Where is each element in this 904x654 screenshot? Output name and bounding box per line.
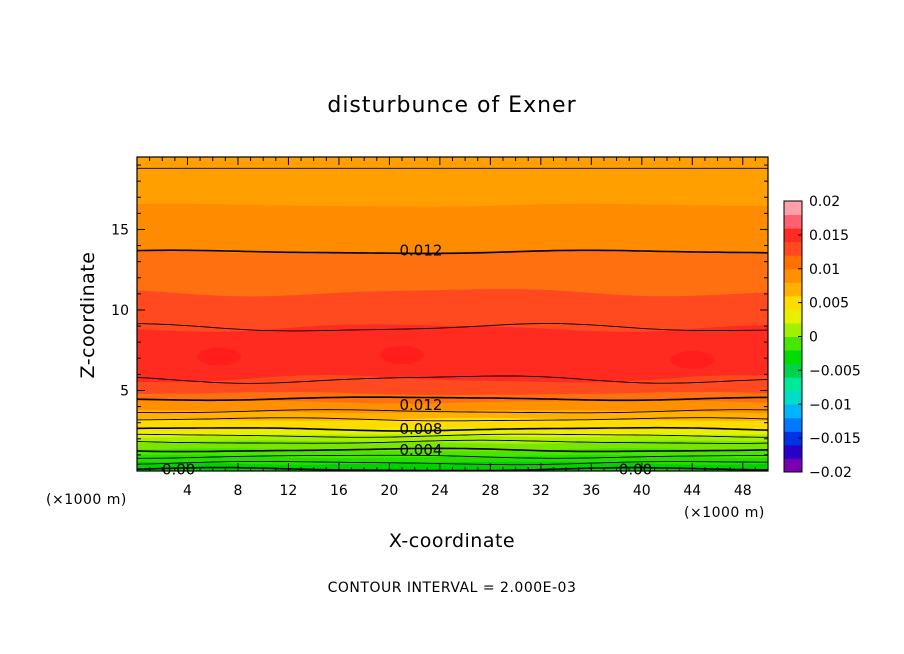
contour-line — [137, 409, 769, 414]
x-tick-label: 4 — [183, 483, 192, 499]
chart-title: disturbunce of Exner — [327, 93, 576, 118]
y-tick-label: 10 — [111, 303, 129, 319]
y-tick-label: 5 — [120, 383, 129, 399]
colorbar-label: −0.005 — [809, 363, 861, 379]
colorbar-swatch — [784, 241, 802, 256]
colorbar-swatch — [784, 458, 802, 473]
x-ticks: 4 8 12 16 20 24 28 32 36 40 44 48 — [149, 157, 756, 499]
contour-interval-note: CONTOUR INTERVAL = 2.000E-03 — [328, 580, 577, 596]
contour-line — [136, 396, 768, 402]
contour-line — [136, 375, 769, 384]
colorbar-label: 0.02 — [809, 194, 840, 210]
x-tick-label: 12 — [280, 483, 298, 499]
colorbar-swatch — [784, 363, 802, 378]
x-tick-label: 40 — [633, 483, 651, 499]
colorbar-swatch — [784, 309, 802, 324]
x-axis-label: X-coordinate — [389, 530, 515, 552]
contour-line — [136, 460, 768, 466]
contour-line — [137, 323, 769, 332]
colorbar-swatch — [784, 390, 802, 405]
contour-label: 0.00 — [619, 460, 652, 478]
x-tick-label: 28 — [481, 483, 499, 499]
colorbar-swatch — [784, 336, 802, 351]
x-tick-label: 48 — [734, 483, 752, 499]
contour-line — [136, 249, 769, 255]
field-core — [670, 350, 715, 369]
colorbar-label: −0.02 — [809, 465, 852, 481]
colorbar-swatch — [784, 282, 802, 297]
field-bands — [137, 157, 768, 471]
x-tick-label: 24 — [431, 483, 449, 499]
contour-line — [137, 426, 769, 432]
x-unit-right: (×1000 m) — [684, 505, 765, 521]
colorbar-label: 0.015 — [809, 228, 849, 244]
contour-label: 0.00 — [162, 460, 195, 478]
field-core — [380, 346, 425, 365]
x-tick-label: 36 — [582, 483, 600, 499]
contour-label: 0.012 — [399, 241, 442, 259]
x-tick-label: 16 — [330, 483, 348, 499]
colorbar-swatch — [784, 444, 802, 459]
contour-label: 0.004 — [399, 441, 442, 459]
colorbar-swatch — [784, 322, 802, 337]
colorbar-swatch — [784, 295, 802, 310]
contour-line — [137, 454, 768, 459]
colorbar-label: −0.015 — [809, 431, 861, 447]
contour-line — [137, 433, 768, 438]
colorbar-swatch — [784, 201, 802, 216]
x-tick-label: 8 — [233, 483, 242, 499]
x-tick-label: 32 — [532, 483, 550, 499]
colorbar: 0.02 0.015 0.01 0.005 0 −0.005 −0.01 −0.015 −0.0… — [783, 194, 861, 481]
colorbar-label: 0.01 — [809, 262, 840, 278]
colorbar-swatch — [784, 228, 802, 243]
colorbar-swatch — [784, 350, 802, 365]
y-ticks: 5 10 15 — [111, 164, 768, 456]
colorbar-swatch — [784, 255, 802, 270]
contour-line — [136, 439, 769, 444]
y-axis-label: Z-coordinate — [77, 252, 99, 379]
x-tick-label: 44 — [683, 483, 701, 499]
x-tick-label: 20 — [380, 483, 398, 499]
contour-line — [136, 417, 769, 422]
colorbar-label: 0 — [809, 330, 818, 346]
contour-line — [136, 447, 769, 453]
colorbar-swatch — [784, 404, 802, 419]
x-unit-left: (×1000 m) — [46, 492, 127, 508]
colorbar-swatch — [784, 214, 802, 229]
y-tick-label: 15 — [111, 222, 129, 238]
contour-label: 0.012 — [399, 396, 442, 414]
contour-lines — [136, 167, 769, 472]
colorbar-swatch — [784, 417, 802, 432]
colorbar-label: −0.01 — [809, 397, 852, 413]
colorbar-swatch — [784, 268, 802, 283]
contour-label: 0.008 — [399, 420, 442, 438]
colorbar-label: 0.005 — [809, 296, 849, 312]
colorbar-swatch — [784, 377, 802, 392]
field-core — [197, 347, 242, 366]
colorbar-swatch — [784, 431, 802, 446]
